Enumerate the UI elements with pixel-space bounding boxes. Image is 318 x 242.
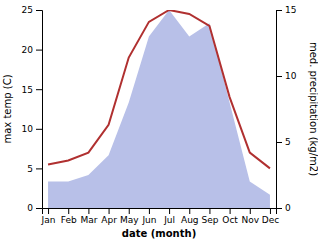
tick-label: Jul — [163, 215, 175, 225]
tick: 20 — [22, 45, 42, 55]
tick-mark — [209, 208, 210, 214]
tick-mark — [250, 208, 251, 214]
tick: Mar — [80, 208, 97, 225]
tick-label: Sep — [201, 215, 218, 225]
tick: Apr — [101, 208, 117, 225]
tick-label: Oct — [222, 215, 238, 225]
tick: 10 — [276, 71, 297, 81]
tick-label: 5 — [285, 137, 291, 147]
tick-mark — [129, 208, 130, 214]
tick-label: 0 — [285, 203, 291, 213]
tick-mark — [109, 208, 110, 214]
tick: 5 — [27, 164, 42, 174]
tick-mark — [189, 208, 190, 214]
tick-label: Nov — [241, 215, 259, 225]
y-axis: 0 5 10 15 20 25 — [22, 5, 43, 213]
tick-label: May — [120, 215, 139, 225]
temp-line — [48, 10, 270, 168]
tick-mark — [48, 208, 49, 214]
x-label: date (month) — [122, 228, 196, 239]
tick: 0 — [27, 203, 42, 213]
tick-mark — [36, 50, 42, 51]
tick-label: Jan — [41, 215, 56, 225]
tick-mark — [276, 76, 282, 77]
tick-label: 20 — [22, 45, 34, 55]
tick-label: 10 — [22, 124, 34, 134]
tick-label: 15 — [22, 85, 33, 95]
tick: Aug — [181, 208, 199, 225]
tick-label: Dec — [262, 215, 279, 225]
plot: Jan FebMar AprMayJun Jul AugSep OctNovDec 0 5 10… — [22, 5, 297, 225]
axis-domain — [43, 209, 277, 215]
tick-mark — [36, 129, 42, 130]
marks — [48, 10, 270, 208]
axis-domain — [36, 11, 43, 209]
tick: May — [120, 208, 139, 225]
tick: Jan — [41, 208, 56, 225]
tick-mark — [36, 89, 42, 90]
tick-label: 5 — [27, 164, 33, 174]
tick-mark — [36, 208, 42, 209]
tick-label: 10 — [285, 71, 297, 81]
tick-mark — [276, 10, 282, 11]
tick: 0 — [276, 203, 291, 213]
y-label: max temp (C) — [2, 74, 13, 143]
tick-mark — [276, 208, 282, 209]
y2-label: med. precipitation (kg/m2) — [308, 42, 318, 176]
tick: Jul — [163, 208, 175, 225]
tick-mark — [36, 168, 42, 169]
tick: Jun — [141, 208, 156, 225]
tick: Dec — [262, 208, 279, 225]
tick-label: Jun — [141, 215, 156, 225]
tick-label: Aug — [181, 215, 199, 225]
tick: 15 — [22, 85, 42, 95]
tick-label: Apr — [101, 215, 117, 225]
tick: 25 — [22, 5, 42, 15]
precip-area — [48, 10, 270, 208]
tick: 15 — [276, 5, 296, 15]
tick-mark — [169, 208, 170, 214]
tick: Sep — [201, 208, 218, 225]
tick-mark — [68, 208, 69, 214]
tick-mark — [270, 208, 271, 214]
tick: Oct — [222, 208, 238, 225]
tick-label: 0 — [27, 203, 33, 213]
tick: Feb — [61, 208, 77, 225]
tick-label: 25 — [22, 5, 33, 15]
x-axis: Jan FebMar AprMayJun Jul AugSep OctNovDec — [41, 208, 280, 225]
tick-mark — [36, 10, 42, 11]
tick: Nov — [241, 208, 259, 225]
tick: 10 — [22, 124, 42, 134]
tick-mark — [149, 208, 150, 214]
chart: Jan FebMar AprMayJun Jul AugSep OctNovDec 0 5 10… — [0, 0, 318, 242]
y2-axis: 0 5 10 15 — [276, 5, 297, 213]
tick-mark — [276, 142, 282, 143]
tick: 5 — [276, 137, 291, 147]
tick-mark — [230, 208, 231, 214]
tick-label: Feb — [61, 215, 77, 225]
tick-label: Mar — [80, 215, 97, 225]
tick-mark — [88, 208, 89, 214]
axis-domain — [277, 11, 283, 209]
tick-label: 15 — [285, 5, 296, 15]
